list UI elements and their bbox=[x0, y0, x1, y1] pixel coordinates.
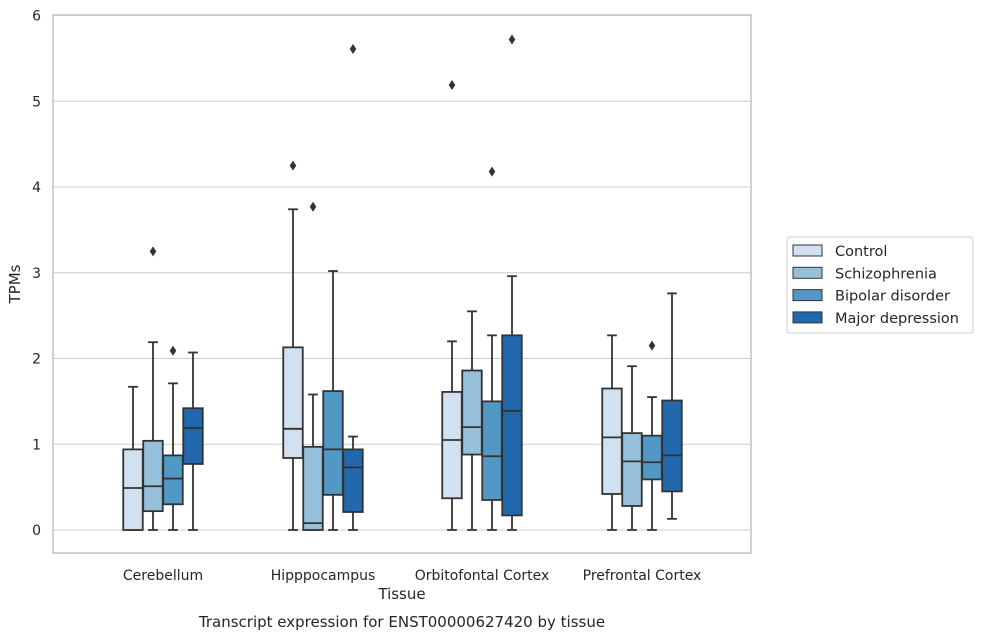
box-control-1 bbox=[282, 160, 304, 531]
legend: Control Schizophrenia Bipolar disorder Majo… bbox=[786, 236, 974, 334]
box-bipolar-disorder-1 bbox=[322, 270, 344, 531]
box-schizophrenia-0 bbox=[142, 246, 164, 531]
legend-label: Major depression bbox=[835, 311, 959, 327]
legend-frame bbox=[786, 236, 974, 334]
box-iqr bbox=[481, 400, 503, 501]
box-iqr bbox=[441, 391, 463, 500]
y-tick-labels: 0 1 2 3 4 5 6 bbox=[32, 9, 41, 540]
box-bipolar-disorder-3 bbox=[641, 340, 663, 531]
x-tick-label: Orbitofontal Cortex bbox=[415, 568, 550, 584]
box-bipolar-disorder-0 bbox=[162, 345, 184, 531]
y-axis-label: TPMs bbox=[6, 264, 24, 304]
y-tick-label: 2 bbox=[32, 352, 41, 368]
box-schizophrenia-1 bbox=[302, 201, 324, 531]
legend-label: Schizophrenia bbox=[835, 266, 937, 282]
box-control-0 bbox=[122, 385, 144, 531]
box-iqr bbox=[641, 434, 663, 481]
outlier-marker bbox=[508, 34, 516, 45]
y-tick-label: 0 bbox=[32, 523, 41, 539]
box-bipolar-disorder-2 bbox=[481, 166, 503, 531]
box-iqr bbox=[122, 448, 144, 531]
box-major-depression-3 bbox=[661, 292, 683, 520]
box-major-depression-0 bbox=[182, 351, 204, 531]
box-iqr bbox=[661, 399, 683, 493]
outlier-marker bbox=[349, 43, 357, 54]
box-schizophrenia-3 bbox=[621, 365, 643, 531]
box-schizophrenia-2 bbox=[461, 310, 483, 531]
legend-swatch bbox=[792, 289, 823, 302]
legend-swatch bbox=[792, 311, 823, 324]
outlier-marker bbox=[169, 345, 177, 356]
box-iqr bbox=[621, 432, 643, 507]
box-control-2 bbox=[441, 79, 463, 531]
box-iqr bbox=[601, 387, 623, 495]
outlier-marker bbox=[648, 340, 656, 351]
y-tick-label: 6 bbox=[32, 9, 41, 25]
box-iqr bbox=[282, 346, 304, 459]
legend-label: Control bbox=[835, 244, 887, 260]
y-tick-label: 5 bbox=[32, 94, 41, 110]
y-tick-label: 4 bbox=[32, 180, 41, 196]
legend-swatch bbox=[792, 266, 823, 279]
boxes-layer bbox=[122, 34, 683, 531]
x-tick-label: Cerebellum bbox=[123, 568, 203, 584]
x-tick-label: Hipppocampus bbox=[271, 568, 376, 584]
box-iqr bbox=[461, 369, 483, 456]
outlier-marker bbox=[149, 246, 157, 257]
outlier-marker bbox=[448, 79, 456, 90]
chart-caption: Transcript expression for ENST0000062742… bbox=[198, 613, 605, 631]
y-tick-label: 3 bbox=[32, 266, 41, 282]
box-control-3 bbox=[601, 334, 623, 531]
box-iqr bbox=[302, 445, 324, 531]
box-iqr bbox=[182, 407, 204, 465]
outlier-marker bbox=[309, 201, 317, 212]
box-major-depression-1 bbox=[342, 43, 364, 531]
box-iqr bbox=[142, 439, 164, 513]
x-tick-labels: Cerebellum Hipppocampus Orbitofontal Corte… bbox=[123, 568, 701, 584]
x-tick-label: Prefrontal Cortex bbox=[583, 568, 702, 584]
box-iqr bbox=[342, 448, 364, 513]
plot-area-frame bbox=[52, 14, 752, 554]
box-iqr bbox=[501, 334, 523, 517]
box-iqr bbox=[322, 390, 344, 496]
y-tick-label: 1 bbox=[32, 437, 41, 453]
legend-swatch bbox=[792, 244, 823, 257]
legend-label: Bipolar disorder bbox=[835, 289, 950, 305]
box-iqr bbox=[162, 454, 184, 506]
x-axis-label: Tissue bbox=[377, 585, 425, 603]
outlier-marker bbox=[488, 166, 496, 177]
outlier-marker bbox=[289, 160, 297, 171]
box-major-depression-2 bbox=[501, 34, 523, 531]
